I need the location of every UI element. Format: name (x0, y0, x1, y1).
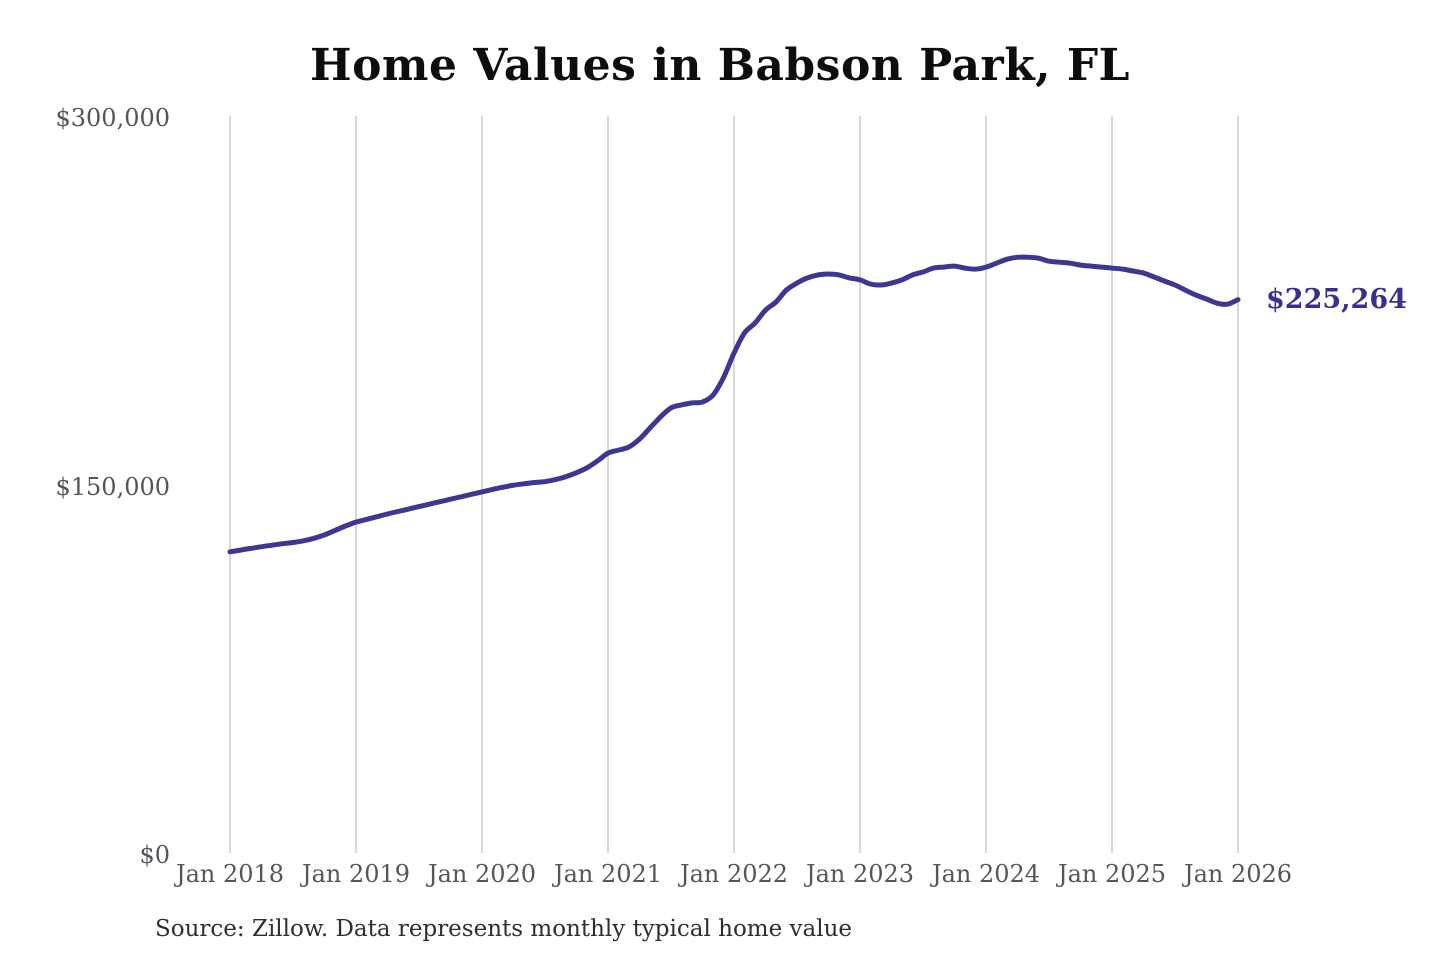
x-tick-label: Jan 2025 (1057, 860, 1167, 888)
x-tick-label: Jan 2020 (427, 860, 537, 888)
x-tick-label: Jan 2018 (175, 860, 285, 888)
chart-title: Home Values in Babson Park, FL (310, 40, 1130, 91)
x-tick-label: Jan 2021 (553, 860, 663, 888)
y-tick-label: $0 (139, 841, 170, 869)
home-value-series-line (227, 254, 1241, 555)
latest-value-label: $225,264 (1266, 283, 1407, 315)
gridlines (229, 116, 1239, 853)
x-tick-label: Jan 2026 (1183, 860, 1293, 888)
x-tick-label: Jan 2022 (679, 860, 789, 888)
x-tick-label: Jan 2024 (931, 860, 1041, 888)
x-tick-label: Jan 2019 (301, 860, 411, 888)
y-tick-label: $150,000 (55, 472, 170, 501)
y-tick-label: $300,000 (55, 104, 170, 132)
source-note: Source: Zillow. Data represents monthly … (155, 916, 853, 942)
x-tick-label: Jan 2023 (805, 860, 915, 888)
